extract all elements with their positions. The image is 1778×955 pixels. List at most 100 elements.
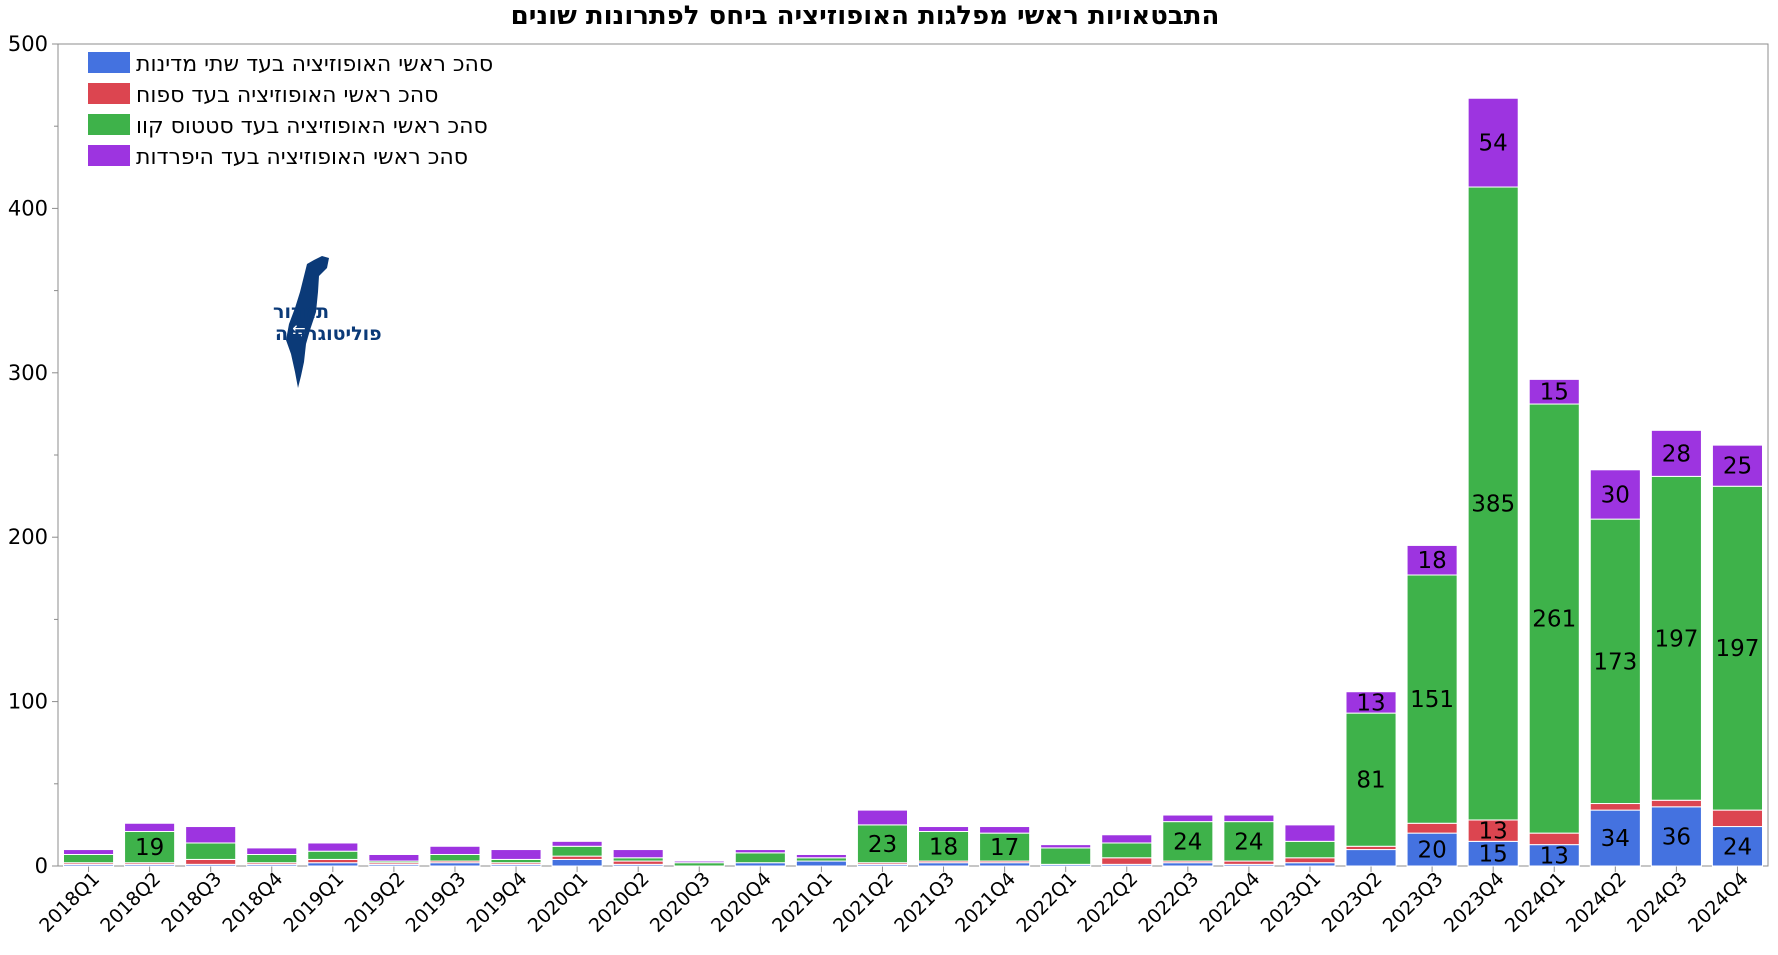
data-label-2023Q3-s2: 151: [1410, 687, 1454, 713]
bar-segment-2021Q2-s2: [856, 824, 909, 864]
data-label-2023Q4-s2: 385: [1471, 491, 1515, 517]
bar-segment-2022Q4-s3: [1223, 814, 1275, 823]
bar-stack-2022Q2: [1101, 834, 1153, 867]
bars: [62, 97, 1764, 867]
bar-stack-2023Q3: [1406, 544, 1458, 867]
bar-segment-2023Q3-s3: [1406, 544, 1458, 576]
bar-segment-2019Q1-s2: [307, 850, 359, 860]
bar-segment-2024Q4-s0: [1711, 826, 1764, 867]
data-label-2022Q3-s2: 24: [1173, 829, 1202, 855]
y-tick-label-100: 100: [8, 690, 48, 714]
y-axis: 0 100 200 300 400 500: [8, 32, 58, 878]
bar-stack-2022Q4: [1223, 814, 1275, 867]
bar-segment-2024Q4-s2: [1711, 485, 1764, 811]
bar-stack-2019Q4: [490, 849, 542, 867]
bar-segment-2019Q2-s3: [368, 853, 420, 862]
data-label-2023Q4-s0: 15: [1479, 842, 1508, 868]
data-label-2023Q3-s0: 20: [1417, 838, 1446, 864]
y-tick-label-200: 200: [8, 525, 48, 549]
data-label-2024Q3-s0: 36: [1662, 824, 1691, 850]
bar-segment-2020Q1-s3: [551, 840, 603, 847]
data-label-2024Q4-s3: 25: [1723, 454, 1752, 480]
y-tick-label-500: 500: [8, 32, 48, 56]
bar-segment-2020Q4-s2: [734, 852, 786, 864]
legend-item-2: סהכ ראשי האופוזיציה בעד סטטוס קוו: [88, 114, 488, 139]
bar-segment-2018Q4-s3: [246, 847, 298, 855]
bar-segment-2023Q4-s3: [1467, 97, 1519, 188]
bar-stack-2021Q4: [979, 826, 1031, 867]
bar-segment-2022Q3-s3: [1162, 814, 1214, 823]
bar-segment-2021Q2-s3: [856, 809, 909, 826]
legend-swatch-3: [88, 145, 130, 166]
bar-stack-2018Q3: [185, 826, 237, 867]
logo-text-line2: פוליטוגרפיה: [275, 323, 382, 345]
data-label-2023Q2-s3: 13: [1356, 690, 1385, 716]
bar-stack-2019Q3: [429, 845, 481, 867]
bar-segment-2020Q1-s2: [551, 845, 603, 857]
bar-segment-2023Q1-s1: [1284, 857, 1336, 864]
bar-segment-2023Q2-s0: [1345, 849, 1397, 867]
bar-stack-2023Q2: [1345, 691, 1397, 867]
bar-stack-2024Q3: [1650, 429, 1702, 867]
legend-label-3: סהכ ראשי האופוזיציה בעד היפרדות: [136, 145, 468, 170]
legend-label-1: סהכ ראשי האופוזיציה בעד ספוח: [136, 83, 438, 108]
tamrur-logo: ⇆ תמרור פוליטוגרפיה: [273, 256, 382, 388]
legend-label-0: סהכ ראשי האופוזיציה בעד שתי מדינות: [136, 52, 493, 77]
bar-segment-2021Q4-s2: [979, 832, 1031, 862]
israel-map-icon: [286, 256, 329, 388]
bar-segment-2018Q2-s2: [124, 830, 176, 864]
bar-segment-2021Q3-s3: [917, 826, 970, 832]
bar-stack-2022Q3: [1162, 814, 1214, 867]
logo-arrows-icon: ⇆: [292, 321, 305, 340]
bar-segment-2024Q4-s1: [1711, 809, 1764, 828]
data-label-2024Q1-s2: 261: [1532, 607, 1576, 633]
data-label-2024Q4-s0: 24: [1723, 834, 1752, 860]
bar-segment-2024Q3-s1: [1650, 799, 1702, 808]
data-label-2021Q2-s2: 23: [868, 832, 897, 858]
bar-stack-2019Q1: [307, 842, 359, 867]
legend-item-3: סהכ ראשי האופוזיציה בעד היפרדות: [88, 145, 468, 170]
legend-item-0: סהכ ראשי האופוזיציה בעד שתי מדינות: [88, 52, 493, 77]
bar-segment-2023Q3-s2: [1406, 574, 1458, 824]
data-label-2023Q4-s1: 13: [1479, 819, 1508, 845]
bar-stack-2020Q1: [551, 840, 603, 867]
y-tick-label-400: 400: [8, 196, 48, 220]
bar-stack-2021Q1: [795, 853, 847, 867]
bar-stack-2019Q2: [368, 853, 420, 867]
bar-segment-2024Q1-s3: [1528, 378, 1580, 405]
bar-stack-2021Q2: [856, 809, 909, 867]
bar-segment-2024Q3-s0: [1650, 806, 1702, 867]
bar-stack-2018Q1: [62, 849, 115, 867]
data-label-2024Q1-s3: 15: [1540, 380, 1569, 406]
data-label-2023Q4-s3: 54: [1479, 131, 1508, 157]
bar-segment-2020Q2-s3: [612, 849, 664, 859]
data-label-2024Q2-s3: 30: [1601, 482, 1630, 508]
legend: סהכ ראשי האופוזיציה בעד שתי מדינות סהכ רא…: [88, 52, 493, 170]
bar-segment-2022Q1-s2: [1040, 847, 1092, 865]
legend-swatch-1: [88, 83, 130, 104]
legend-label-2: סהכ ראשי האופוזיציה בעד סטטוס קוו: [136, 114, 488, 139]
data-label-2023Q2-s2: 81: [1356, 768, 1385, 794]
bar-segment-2024Q2-s3: [1589, 469, 1641, 520]
bar-segment-2023Q4-s2: [1467, 186, 1519, 821]
y-tick-label-300: 300: [8, 361, 48, 385]
bar-segment-2018Q2-s3: [124, 822, 176, 832]
bar-segment-2021Q1-s3: [795, 853, 847, 859]
data-label-2024Q2-s2: 173: [1593, 649, 1637, 675]
bar-segment-2021Q1-s0: [795, 860, 847, 867]
bar-segment-2019Q4-s3: [490, 849, 542, 860]
bar-segment-2018Q3-s3: [185, 826, 237, 844]
bar-segment-2023Q3-s0: [1406, 832, 1458, 867]
bar-stack-2024Q4: [1711, 444, 1764, 867]
bar-segment-2021Q3-s2: [917, 830, 970, 862]
data-label-2018Q2-s2: 19: [135, 835, 164, 861]
bar-stack-2023Q1: [1284, 824, 1336, 867]
legend-swatch-2: [88, 114, 130, 135]
bar-segment-2024Q3-s2: [1650, 475, 1702, 801]
bar-segment-2024Q2-s1: [1589, 803, 1641, 811]
bar-segment-2024Q2-s0: [1589, 809, 1641, 867]
bar-stack-2020Q2: [612, 849, 664, 867]
data-label-2024Q3-s3: 28: [1662, 441, 1691, 467]
bar-segment-2019Q3-s2: [429, 853, 481, 862]
data-label-2021Q3-s2: 18: [929, 834, 958, 860]
